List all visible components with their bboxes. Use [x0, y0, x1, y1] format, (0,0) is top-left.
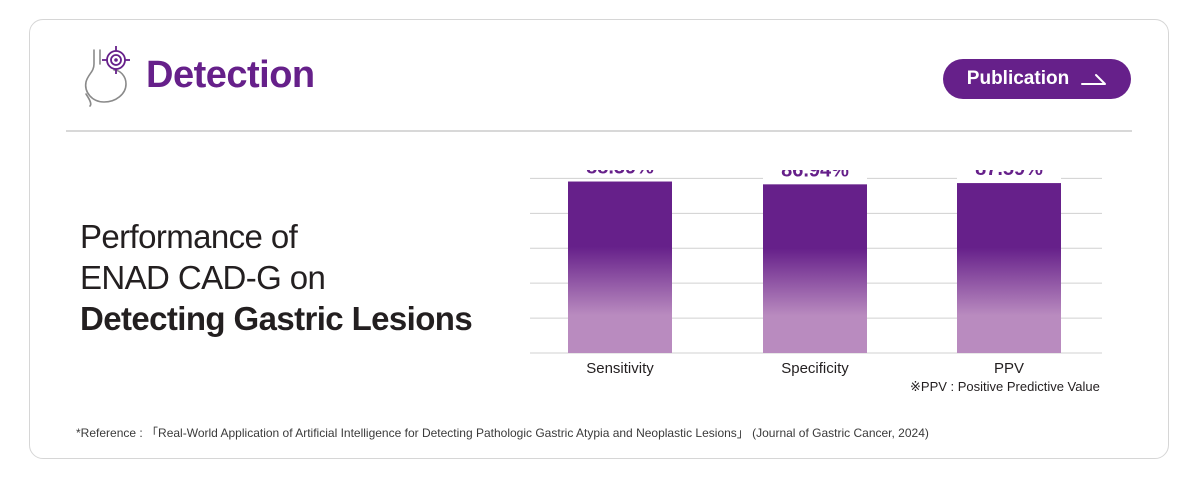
header-divider	[66, 130, 1132, 132]
performance-chart: 88.39% Sensitivity 86.94% Specificity 87.59%…	[530, 170, 1102, 380]
headline-line-1: Performance of	[80, 218, 298, 255]
value-label-specificity: 86.94%	[781, 170, 849, 181]
publication-button-label: Publication	[966, 68, 1070, 89]
arrow-right-icon	[1081, 74, 1107, 85]
value-label-background	[568, 170, 672, 178]
value-label-background	[957, 170, 1061, 180]
chart-svg: 88.39% Sensitivity 86.94% Specificity 87.59%…	[530, 170, 1102, 377]
detection-card: Detection Publication Performance of ENA…	[29, 19, 1169, 459]
bar-ppv	[957, 183, 1061, 353]
publication-button[interactable]: Publication	[943, 59, 1131, 99]
value-label-background	[763, 170, 867, 181]
category-label-sensitivity: Sensitivity	[586, 360, 654, 377]
category-label-specificity: Specificity	[781, 360, 849, 377]
section-title: Detection	[146, 54, 315, 96]
bar-sensitivity	[568, 181, 672, 353]
value-label-sensitivity: 88.39%	[586, 170, 654, 179]
category-label-ppv: PPV	[994, 360, 1024, 377]
bar-specificity	[763, 184, 867, 353]
reference-note: *Reference : 「Real-World Application of …	[76, 426, 929, 440]
headline: Performance of ENAD CAD-G on Detecting G…	[80, 216, 473, 339]
headline-line-3: Detecting Gastric Lesions	[80, 300, 473, 337]
value-label-ppv: 87.59%	[975, 170, 1043, 180]
ppv-footnote: ※PPV : Positive Predictive Value	[910, 379, 1100, 394]
stomach-target-icon	[84, 46, 130, 107]
headline-line-2: ENAD CAD-G on	[80, 259, 326, 296]
